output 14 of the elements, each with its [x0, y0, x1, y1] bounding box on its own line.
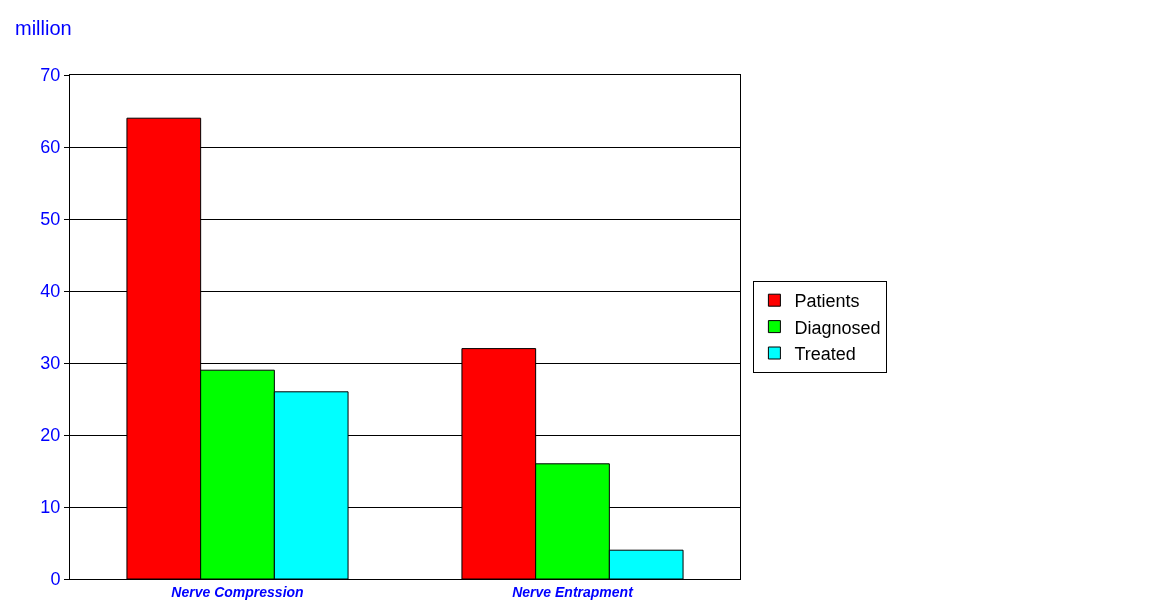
- y-tick-label: 10: [40, 497, 61, 518]
- legend-label: Treated: [794, 344, 856, 365]
- y-axis-title: million: [15, 17, 72, 39]
- y-tick-label: 40: [40, 281, 61, 302]
- legend-label: Patients: [794, 291, 860, 312]
- y-tick-label: 20: [40, 425, 61, 446]
- legend-label: Diagnosed: [794, 317, 881, 338]
- y-tick-label: 50: [40, 209, 61, 230]
- y-tick-label: 30: [40, 353, 61, 374]
- y-tick-label: 70: [40, 65, 61, 86]
- y-tick-label: 60: [40, 137, 61, 158]
- y-tick-label: 0: [50, 569, 61, 590]
- x-tick-label: Nerve Entrapment: [512, 583, 635, 600]
- x-tick-label: Nerve Compression: [171, 583, 304, 600]
